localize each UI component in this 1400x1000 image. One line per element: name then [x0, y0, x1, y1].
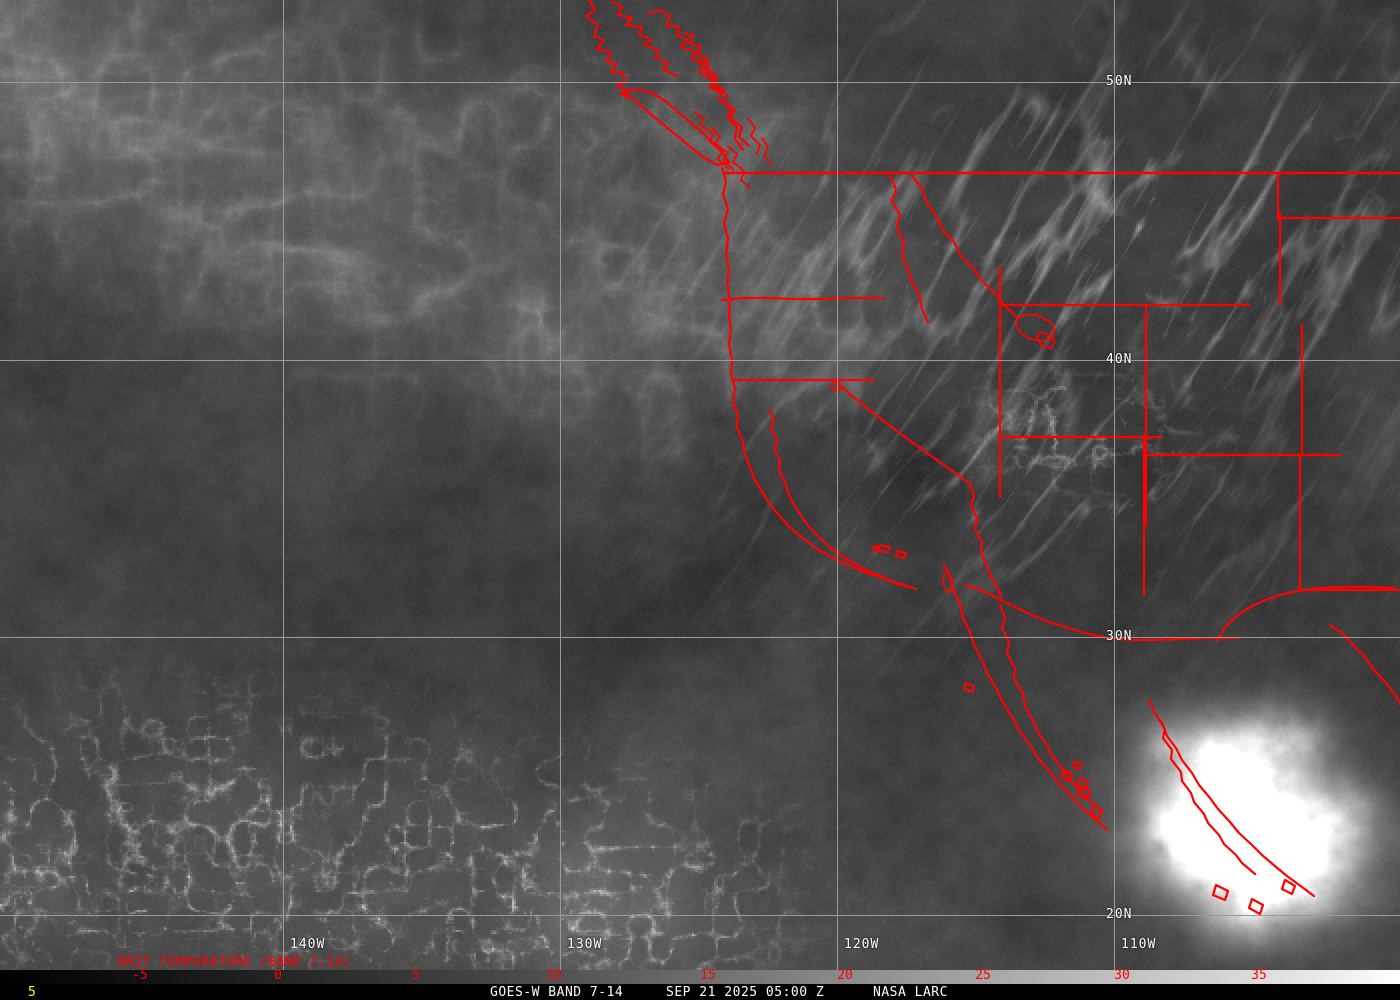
- graticule-lat-50: [0, 82, 1400, 83]
- map-boundary-path: [768, 408, 918, 591]
- colorbar-tick-25: 25: [975, 968, 991, 983]
- map-boundary-path: [1247, 897, 1265, 916]
- graticule-lat-label-20: 20N: [1106, 907, 1133, 922]
- map-boundary-path: [894, 549, 908, 560]
- colorbar-tick-35: 35: [1251, 968, 1267, 983]
- graticule-lat-label-30: 30N: [1106, 629, 1133, 644]
- map-boundary-path: [1156, 716, 1257, 876]
- colorbar-tick-30: 30: [1114, 968, 1130, 983]
- colorbar-tick--5: -5: [132, 968, 148, 983]
- graticule-lat-40: [0, 360, 1400, 361]
- colorbar-gradient: [0, 970, 1400, 984]
- map-boundary-path: [968, 482, 1003, 598]
- map-boundary-path: [1211, 883, 1230, 902]
- map-boundary-path: [830, 380, 841, 392]
- map-boundary-path: [942, 572, 954, 593]
- map-boundary-path: [877, 543, 892, 554]
- map-boundary-path: [1148, 698, 1316, 898]
- map-boundary-path: [747, 117, 761, 155]
- map-boundary-path: [1036, 331, 1056, 349]
- map-boundary-path: [761, 137, 773, 166]
- map-boundary-path: [693, 111, 730, 170]
- graticule-lon-120: [837, 0, 838, 970]
- map-boundary-path: [1216, 585, 1396, 642]
- map-boundary-path: [720, 296, 886, 302]
- footer-agency: NASA LARC: [873, 985, 948, 1000]
- map-boundary-path: [727, 145, 751, 189]
- map-boundary-path: [711, 127, 735, 171]
- colorbar-tick-20: 20: [837, 968, 853, 983]
- graticule-lon-label-110: 110W: [1121, 937, 1157, 952]
- map-boundary-path: [888, 173, 930, 325]
- graticule-lon-130: [560, 0, 561, 970]
- footer-band-label: GOES-W BAND 7-14: [490, 985, 624, 1000]
- graticule-lon-110: [1114, 0, 1115, 970]
- map-boundary-path: [1075, 784, 1092, 801]
- graticule-lon-140: [283, 0, 284, 970]
- graticule-lon-label-130: 130W: [567, 937, 603, 952]
- infrared-brightness-temperature-image: [0, 0, 1400, 970]
- map-boundary-path: [720, 166, 910, 589]
- map-boundary-path: [1015, 313, 1056, 342]
- map-boundary-path: [584, 0, 630, 101]
- map-boundary-path: [871, 544, 881, 553]
- graticule-lat-30: [0, 637, 1400, 638]
- colorbar-caption: BRIT TEMPERATURE (BAND 7-14): [118, 955, 352, 970]
- map-boundary-path: [963, 583, 1241, 642]
- frame-number: 5: [28, 985, 37, 1000]
- map-boundary-path: [682, 31, 745, 152]
- satellite-image-panel: 50N 40N 30N 20N 140W 130W 120W 110W BRIT TEMPER…: [0, 0, 1400, 970]
- colorbar-tick-5: 5: [412, 968, 420, 983]
- map-boundary-path: [1280, 878, 1297, 896]
- map-boundary-path: [646, 8, 723, 95]
- graticule-lat-label-40: 40N: [1106, 352, 1133, 367]
- map-vector-overlay: [584, 0, 1400, 916]
- graticule-lon-label-120: 120W: [844, 937, 880, 952]
- colorbar-tick-10: 10: [546, 968, 562, 983]
- graticule-lat-20: [0, 915, 1400, 916]
- map-boundary-path: [1071, 759, 1084, 771]
- map-boundary-path: [1075, 776, 1090, 790]
- map-boundary-path: [1328, 623, 1400, 705]
- map-boundary-path: [610, 0, 679, 78]
- map-boundary-path: [835, 381, 972, 486]
- map-boundary-path: [910, 174, 1019, 319]
- map-boundary-path: [998, 603, 1104, 814]
- map-boundary-path: [942, 563, 1109, 832]
- colorbar-tick-0: 0: [274, 968, 282, 983]
- map-boundary-path: [1059, 768, 1074, 783]
- footer-bar: 5 GOES-W BAND 7-14 SEP 21 2025 05:00 Z N…: [0, 984, 1400, 1000]
- map-boundary-path: [618, 87, 731, 167]
- graticule-lon-label-140: 140W: [290, 937, 326, 952]
- footer-timestamp: SEP 21 2025 05:00 Z: [666, 985, 825, 1000]
- colorbar-tick-15: 15: [700, 968, 716, 983]
- map-boundary-path: [698, 58, 751, 148]
- map-boundary-path: [1089, 803, 1104, 820]
- graticule-lat-label-50: 50N: [1106, 74, 1133, 89]
- map-boundary-path: [962, 681, 976, 694]
